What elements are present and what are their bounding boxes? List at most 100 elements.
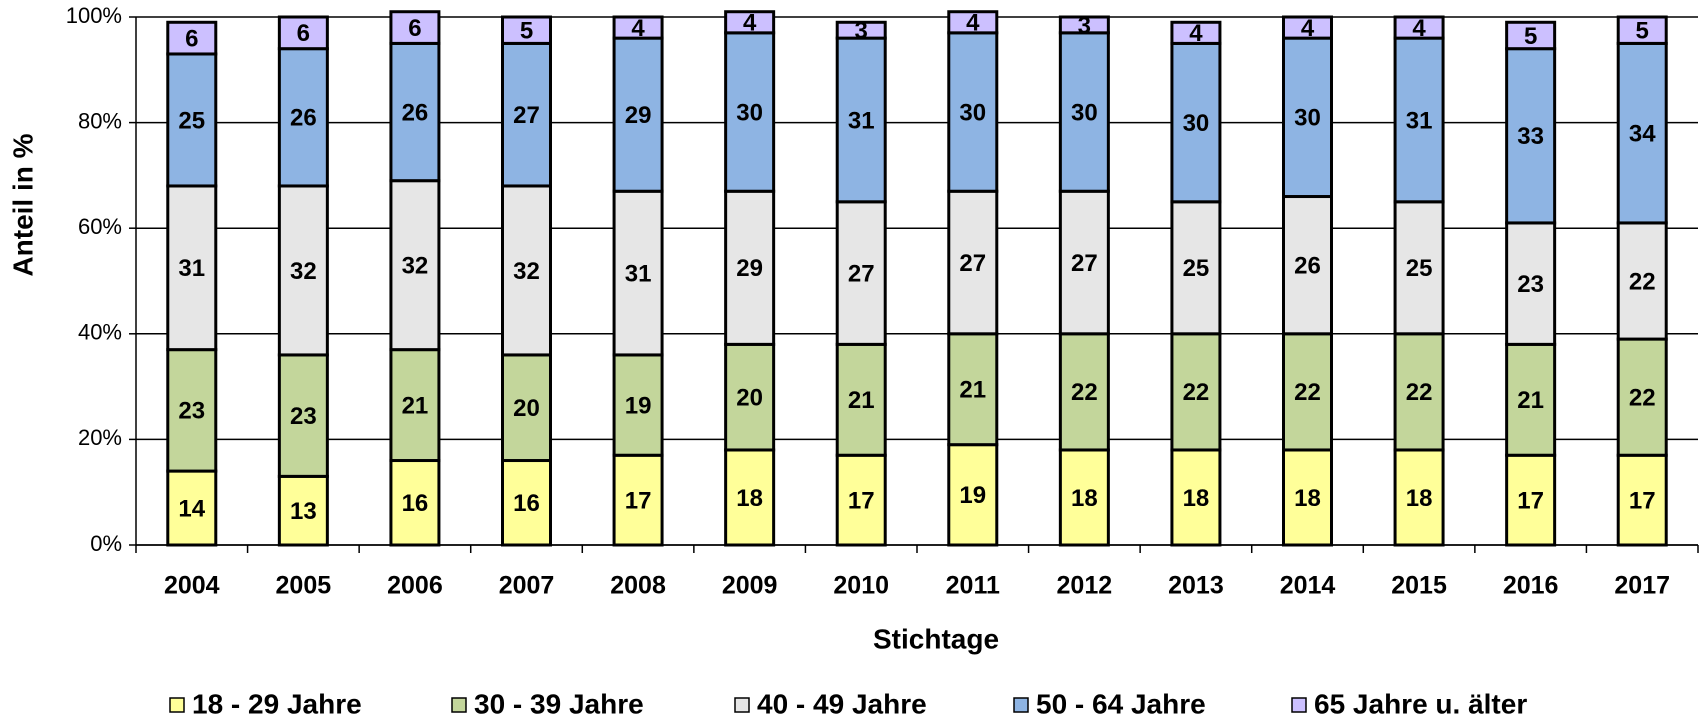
bar-segment: [724, 342, 776, 452]
data-label: 21: [1517, 387, 1544, 414]
y-tick-label: 100%: [66, 3, 122, 28]
bar-segment: [1505, 221, 1557, 346]
legend-label: 50 - 64 Jahre: [1036, 688, 1206, 719]
bar-segment: [947, 31, 999, 193]
data-label: 22: [1071, 379, 1098, 406]
bar-segment: [277, 47, 329, 188]
data-label: 13: [290, 498, 317, 525]
data-label: 17: [1517, 487, 1544, 514]
data-label: 30: [1294, 105, 1321, 132]
y-tick-label: 40%: [78, 320, 122, 345]
bar-segment: [1505, 453, 1557, 547]
data-label: 19: [625, 392, 652, 419]
bar-segment: [166, 184, 218, 352]
y-tick-label: 20%: [78, 425, 122, 450]
bar-segment: [947, 189, 999, 336]
x-tick-label: 2004: [164, 572, 220, 600]
bar-segment: [1282, 36, 1333, 199]
data-label: 6: [185, 25, 198, 52]
bar-segment: [1170, 200, 1222, 336]
data-label: 22: [1629, 268, 1656, 295]
data-label: 4: [631, 15, 645, 42]
data-label: 27: [959, 250, 986, 277]
data-label: 30: [1071, 99, 1098, 126]
data-label: 30: [736, 99, 763, 126]
legend-swatch: [451, 697, 467, 713]
data-label: 23: [290, 403, 317, 430]
data-label: 18: [1071, 485, 1098, 512]
bar-segment: [1393, 200, 1445, 336]
bar-segment: [947, 332, 999, 447]
x-tick-label: 2012: [1057, 572, 1113, 600]
bar-segment: [1058, 448, 1110, 547]
legend-label: 65 Jahre u. älter: [1314, 688, 1527, 719]
data-label: 21: [959, 377, 986, 404]
data-label: 5: [1636, 18, 1649, 45]
data-label: 20: [513, 395, 540, 422]
data-label: 25: [1183, 255, 1210, 282]
data-label: 32: [402, 253, 429, 280]
x-tick-label: 2013: [1168, 572, 1224, 600]
bar-segment: [835, 200, 887, 346]
x-tick-label: 2015: [1391, 572, 1447, 600]
legend-label: 18 - 29 Jahre: [192, 688, 362, 719]
x-tick-label: 2008: [610, 572, 666, 600]
x-tick-label: 2017: [1614, 572, 1670, 600]
bar-segment: [1505, 20, 1557, 51]
x-tick-label: 2007: [499, 572, 555, 600]
data-label: 21: [402, 392, 429, 419]
data-label: 3: [855, 18, 868, 45]
x-tick-label: 2010: [833, 572, 889, 600]
data-label: 18: [1294, 485, 1321, 512]
bar-segment: [1616, 15, 1668, 45]
bar-segment: [1616, 221, 1668, 341]
data-label: 32: [513, 258, 540, 285]
data-label: 27: [513, 102, 540, 129]
bar-segment: [947, 443, 999, 547]
data-label: 4: [1189, 20, 1203, 47]
data-label: 27: [848, 260, 875, 287]
data-label: 21: [848, 387, 875, 414]
data-label: 27: [1071, 250, 1098, 277]
bar-segment: [1393, 332, 1445, 452]
data-label: 18: [1406, 485, 1433, 512]
bar-segment: [724, 448, 776, 547]
data-label: 18: [736, 485, 763, 512]
data-label: 30: [1183, 110, 1210, 137]
bar-segment: [389, 179, 441, 352]
bar-segment: [947, 10, 999, 35]
data-label: 29: [736, 255, 763, 282]
bar-segment: [1393, 448, 1445, 547]
legend-swatch: [1013, 697, 1029, 713]
data-label: 25: [178, 107, 205, 134]
data-label: 23: [1517, 271, 1544, 298]
data-label: 31: [1406, 107, 1433, 134]
data-label: 34: [1629, 121, 1656, 148]
y-tick-label: 80%: [78, 108, 122, 133]
bar-segment: [277, 474, 329, 547]
bar-segment: [724, 31, 776, 193]
data-label: 4: [1412, 15, 1426, 42]
bar-segment: [166, 469, 218, 547]
bar-segment: [389, 459, 441, 547]
data-label: 17: [1629, 487, 1656, 514]
bar-segment: [1616, 41, 1668, 225]
data-label: 26: [290, 105, 317, 132]
x-tick-label: 2009: [722, 572, 778, 600]
bar-segment: [835, 453, 887, 547]
data-label: 4: [743, 10, 757, 37]
y-axis-title: Anteil in %: [7, 133, 38, 276]
data-label: 25: [1406, 255, 1433, 282]
x-tick-label: 2011: [946, 572, 1000, 600]
bar-segment: [277, 353, 329, 478]
data-label: 29: [625, 102, 652, 129]
data-label: 30: [959, 99, 986, 126]
y-tick-label: 60%: [78, 214, 122, 239]
bar-segment: [501, 459, 552, 547]
data-label: 31: [178, 255, 205, 282]
x-tick-label: 2005: [276, 572, 332, 600]
data-label: 23: [178, 398, 205, 425]
data-label: 3: [1078, 12, 1091, 39]
